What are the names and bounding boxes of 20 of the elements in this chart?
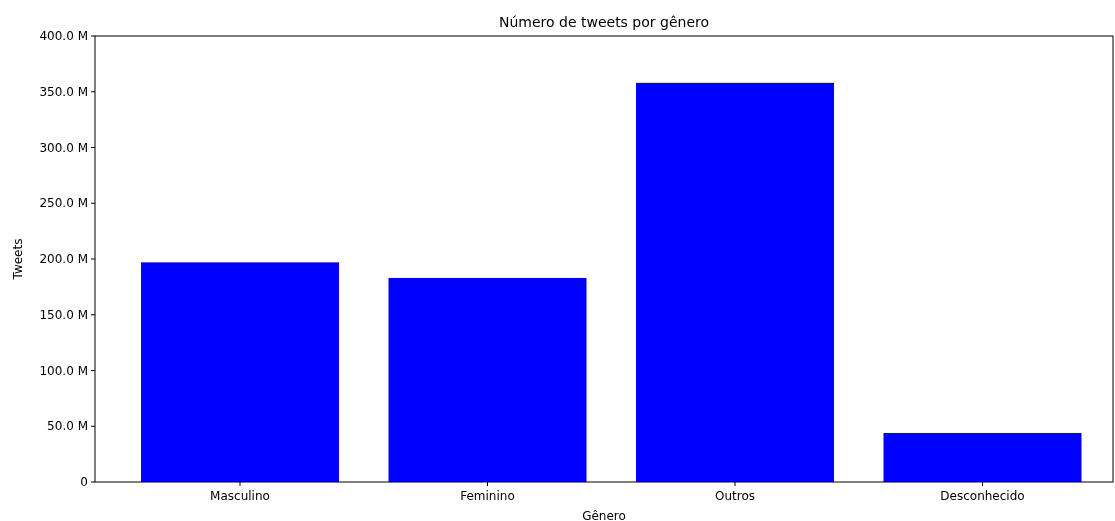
y-tick-label: 100.0 M — [39, 363, 88, 378]
bar — [388, 277, 587, 482]
y-tick-label: 50.0 M — [47, 419, 88, 434]
x-tick-label: Feminino — [460, 489, 515, 503]
y-tick-label: 350.0 M — [39, 84, 88, 99]
chart-title: Número de tweets por gênero — [498, 14, 710, 30]
y-axis-title: Tweets — [11, 238, 25, 281]
y-tick-label: 0 — [80, 475, 88, 490]
y-tick-label: 400.0 M — [39, 29, 88, 44]
bar — [883, 432, 1082, 482]
x-tick-label: Masculino — [210, 489, 270, 503]
x-axis-title: Gênero — [582, 509, 626, 521]
bar — [636, 82, 834, 482]
y-tick-label: 300.0 M — [39, 140, 88, 155]
x-tick-label: Outros — [714, 489, 756, 503]
y-tick-label: 200.0 M — [39, 252, 88, 267]
x-tick-label: Desconhecido — [940, 489, 1025, 503]
bar — [141, 262, 339, 482]
y-tick-label: 150.0 M — [39, 307, 88, 322]
y-tick-label: 250.0 M — [39, 196, 88, 211]
